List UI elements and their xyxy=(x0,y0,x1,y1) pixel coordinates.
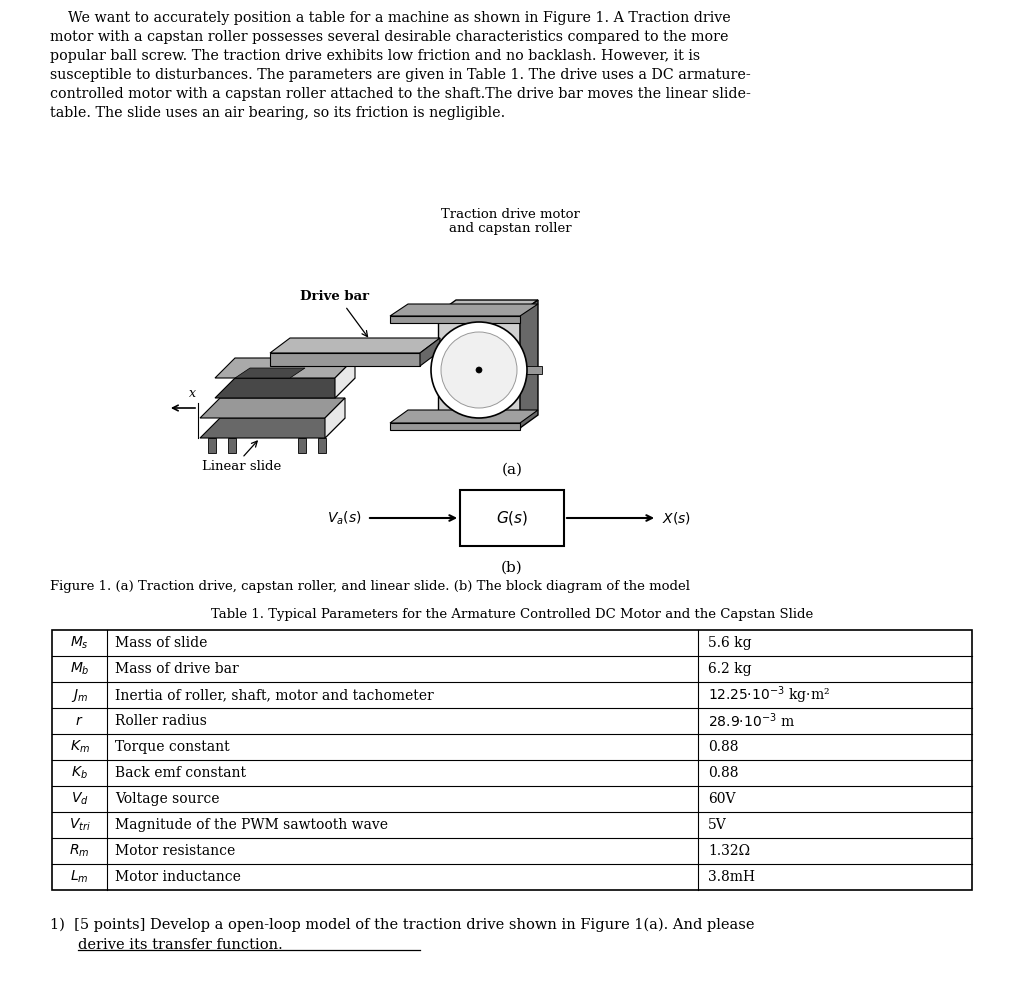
Text: $V_d$: $V_d$ xyxy=(71,791,88,807)
Text: 6.2 kg: 6.2 kg xyxy=(708,662,752,676)
Text: Traction drive motor: Traction drive motor xyxy=(440,208,580,221)
Polygon shape xyxy=(520,300,538,428)
Text: 5V: 5V xyxy=(708,818,727,832)
Polygon shape xyxy=(438,313,520,428)
Polygon shape xyxy=(200,418,345,438)
Text: x: x xyxy=(188,387,196,400)
Polygon shape xyxy=(270,338,440,353)
Polygon shape xyxy=(215,378,355,398)
Polygon shape xyxy=(420,338,440,366)
Polygon shape xyxy=(390,410,538,423)
Polygon shape xyxy=(270,353,420,366)
Text: Mass of slide: Mass of slide xyxy=(115,636,208,650)
Text: Mass of drive bar: Mass of drive bar xyxy=(115,662,239,676)
Text: $L_m$: $L_m$ xyxy=(71,869,89,885)
Text: Roller radius: Roller radius xyxy=(115,714,207,728)
Text: $V_{tri}$: $V_{tri}$ xyxy=(69,816,90,834)
Polygon shape xyxy=(390,316,520,323)
Text: $R_m$: $R_m$ xyxy=(70,843,90,859)
Circle shape xyxy=(431,322,527,418)
Text: $K_b$: $K_b$ xyxy=(71,765,88,781)
Polygon shape xyxy=(390,423,520,430)
Polygon shape xyxy=(335,358,355,398)
Bar xyxy=(520,366,542,374)
Text: and capstan roller: and capstan roller xyxy=(449,222,571,235)
Text: $r$: $r$ xyxy=(76,714,84,728)
Text: 0.88: 0.88 xyxy=(708,740,738,754)
Text: $V_a(s)$: $V_a(s)$ xyxy=(328,509,362,527)
Text: susceptible to disturbances. The parameters are given in Table 1. The drive uses: susceptible to disturbances. The paramet… xyxy=(50,68,751,82)
Polygon shape xyxy=(234,368,305,378)
Text: Figure 1. (a) Traction drive, capstan roller, and linear slide. (b) The block di: Figure 1. (a) Traction drive, capstan ro… xyxy=(50,580,690,593)
Text: Drive bar: Drive bar xyxy=(300,290,370,303)
Text: Voltage source: Voltage source xyxy=(115,792,219,806)
Text: Magnitude of the PWM sawtooth wave: Magnitude of the PWM sawtooth wave xyxy=(115,818,388,832)
Text: Inertia of roller, shaft, motor and tachometer: Inertia of roller, shaft, motor and tach… xyxy=(115,688,434,702)
Polygon shape xyxy=(438,300,538,313)
Bar xyxy=(52,630,972,890)
Text: Torque constant: Torque constant xyxy=(115,740,229,754)
Text: 3.8mH: 3.8mH xyxy=(708,870,755,884)
Text: $M_b$: $M_b$ xyxy=(70,661,89,677)
Polygon shape xyxy=(298,438,306,453)
Text: 1.32Ω: 1.32Ω xyxy=(708,844,751,858)
Text: $K_m$: $K_m$ xyxy=(70,739,89,755)
Polygon shape xyxy=(390,304,538,316)
Text: $12.25{\cdot}10^{-3}$ kg·m²: $12.25{\cdot}10^{-3}$ kg·m² xyxy=(708,684,829,706)
Polygon shape xyxy=(215,358,355,378)
Text: controlled motor with a capstan roller attached to the shaft.The drive bar moves: controlled motor with a capstan roller a… xyxy=(50,87,751,101)
Text: (b): (b) xyxy=(501,561,523,575)
Polygon shape xyxy=(228,438,236,453)
Text: $G(s)$: $G(s)$ xyxy=(496,509,528,527)
Text: Motor inductance: Motor inductance xyxy=(115,870,241,884)
Circle shape xyxy=(476,367,482,373)
Text: Back emf constant: Back emf constant xyxy=(115,766,246,780)
Text: table. The slide uses an air bearing, so its friction is negligible.: table. The slide uses an air bearing, so… xyxy=(50,106,505,120)
Text: 60V: 60V xyxy=(708,792,735,806)
Text: $X(s)$: $X(s)$ xyxy=(662,510,691,526)
Text: derive its transfer function.: derive its transfer function. xyxy=(78,938,283,952)
Text: 1)  [5 points] Develop a open-loop model of the traction drive shown in Figure 1: 1) [5 points] Develop a open-loop model … xyxy=(50,918,755,932)
Text: motor with a capstan roller possesses several desirable characteristics compared: motor with a capstan roller possesses se… xyxy=(50,30,728,44)
Bar xyxy=(460,490,564,546)
Text: $M_s$: $M_s$ xyxy=(70,635,89,651)
Text: Table 1. Typical Parameters for the Armature Controlled DC Motor and the Capstan: Table 1. Typical Parameters for the Arma… xyxy=(211,608,813,621)
Text: $J_m$: $J_m$ xyxy=(71,686,88,704)
Text: 5.6 kg: 5.6 kg xyxy=(708,636,752,650)
Text: Motor resistance: Motor resistance xyxy=(115,844,236,858)
Text: popular ball screw. The traction drive exhibits low friction and no backlash. Ho: popular ball screw. The traction drive e… xyxy=(50,49,700,62)
Text: $28.9{\cdot}10^{-3}$ m: $28.9{\cdot}10^{-3}$ m xyxy=(708,712,795,731)
Circle shape xyxy=(441,332,517,408)
Polygon shape xyxy=(200,398,345,418)
Text: 0.88: 0.88 xyxy=(708,766,738,780)
Polygon shape xyxy=(318,438,326,453)
Text: We want to accurately position a table for a machine as shown in Figure 1. A Tra: We want to accurately position a table f… xyxy=(50,11,731,25)
Text: Linear slide: Linear slide xyxy=(203,460,282,473)
Text: (a): (a) xyxy=(502,463,522,477)
Polygon shape xyxy=(208,438,216,453)
Polygon shape xyxy=(325,398,345,438)
